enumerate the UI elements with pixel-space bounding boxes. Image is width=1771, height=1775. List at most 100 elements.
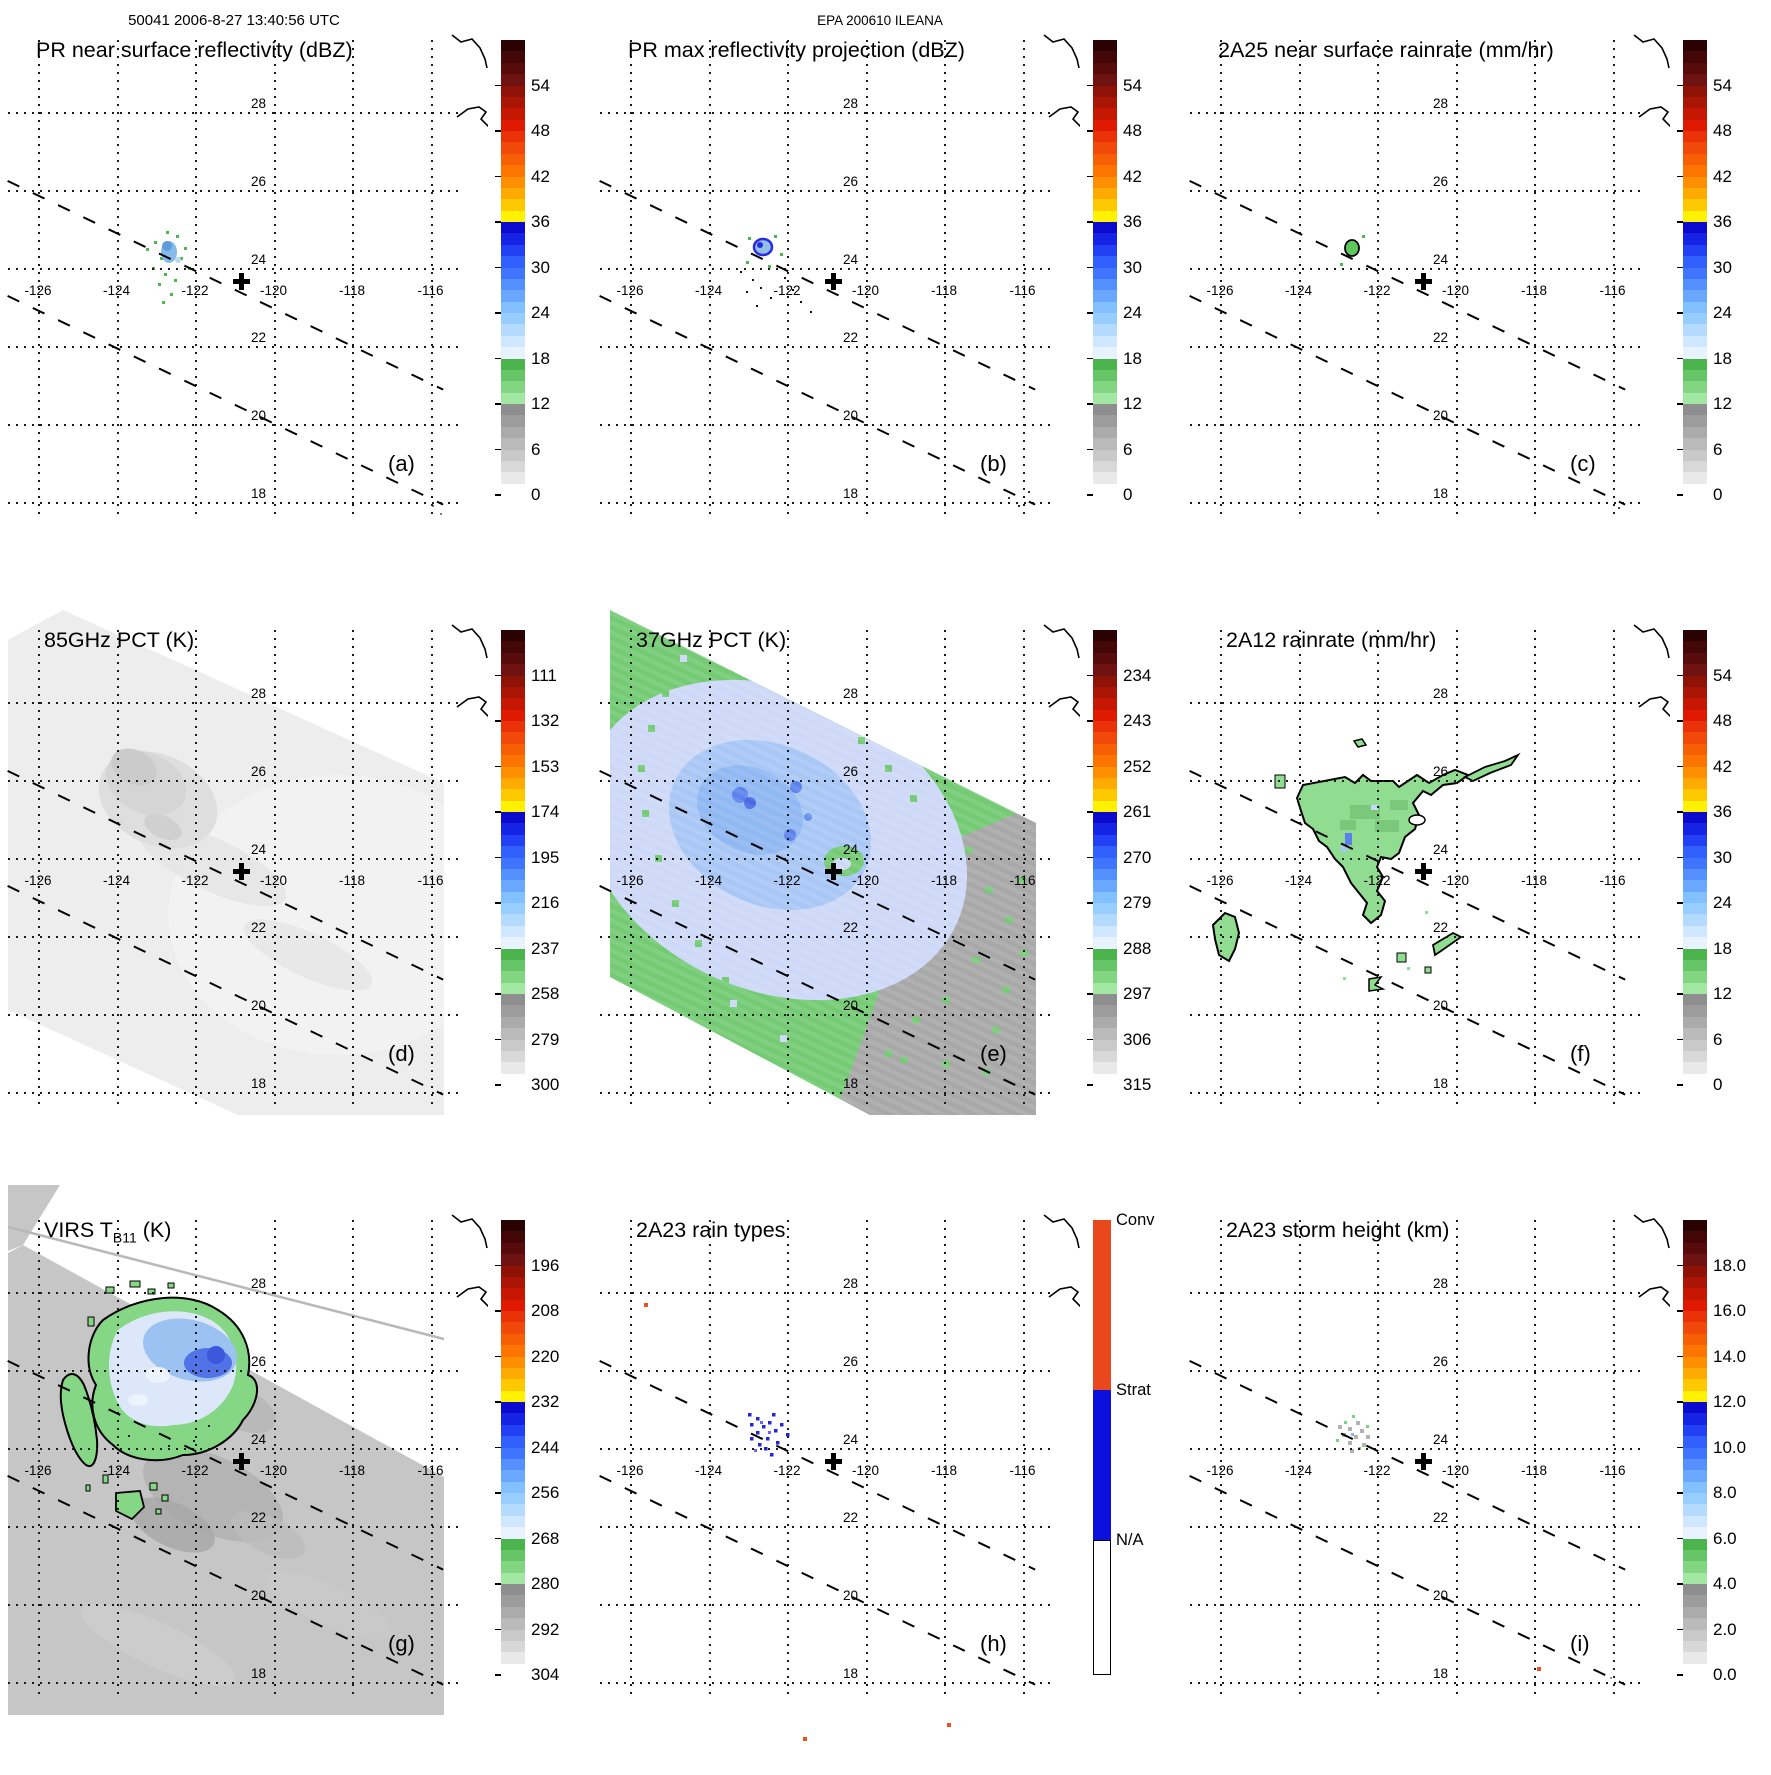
map-area-a: -126 -124 -122 -120 -118 -116 28 26 24 22 20 18 [7,5,598,595]
colorbar-segment [1093,222,1117,234]
colorbar-segment [1683,415,1707,428]
lon-gridline [1220,1220,1222,1700]
colorbar-segment [501,1028,525,1040]
lon-label: -122 [773,283,801,298]
colorbar-tick-label: 2.0 [1713,1619,1737,1639]
colorbar-segment [1683,1424,1707,1437]
coastline-icon [456,106,488,128]
colorbar-segment [1093,880,1117,893]
lat-label: 26 [1432,764,1448,779]
colorbar-segment [1683,971,1707,984]
coastline-icon [451,1214,488,1249]
colorbar-segment [1093,1062,1117,1075]
colorbar-tick-label: 195 [531,847,560,867]
panel-letter: (b) [980,451,1007,476]
lat-label: 28 [842,1276,858,1291]
lat-label: 20 [842,998,858,1013]
colorbar-i [1683,1220,1707,1676]
lon-label: -118 [338,1463,366,1478]
lon-gridline [1612,40,1615,520]
colorbar-segment [1683,675,1707,688]
colorbar-tick-label: 304 [531,1665,560,1684]
lat-label: 24 [250,252,266,267]
colorbar-tick [495,856,501,858]
lon-gridline [630,1220,632,1700]
colorbar-segment [501,1629,525,1642]
colorbar-segment [1093,210,1117,223]
colorbar-segment [501,290,525,303]
lon-label: -116 [1599,873,1626,888]
lon-gridline [352,40,354,520]
colorbar-tick-label: 174 [531,802,560,821]
colorbar-segment [1093,925,1117,938]
lon-label: -122 [1363,873,1391,888]
panel-title: PR near surface reflectivity (dBZ) [36,38,353,62]
colorbar-segment [501,392,525,405]
lon-gridline [1298,1220,1301,1700]
colorbar-tick-label: 0 [531,485,541,504]
colorbar-segment [1093,937,1117,949]
colorbar-tick-label: 10.0 [1713,1437,1747,1457]
colorbar-tick-label: 261 [1123,802,1152,821]
colorbar-segment [1683,812,1707,824]
colorbar-segment [501,982,525,995]
colorbar-segment [501,51,525,64]
colorbar-segment [1683,96,1707,109]
colorbar-tick [1677,993,1683,995]
lat-gridline [600,702,1052,704]
colorbar-segment [1683,1493,1707,1505]
colorbar-tick-label: 232 [531,1392,560,1411]
colorbar-tick-label: 208 [531,1301,560,1320]
colorbar-e [1093,630,1117,1086]
colorbar-segment [501,1447,525,1460]
colorbar-segment [1683,267,1707,280]
colorbar-tick [1087,175,1093,177]
colorbar-segment [1683,199,1707,212]
colorbar-tick [1677,221,1683,223]
colorbar-segment [501,630,525,642]
colorbar-tick [495,84,501,86]
colorbar-segment [501,641,525,654]
panel-letter: (d) [388,1041,415,1066]
colorbar-segment [501,1481,525,1494]
colorbar-segment [1683,256,1707,268]
colorbar-tick [1087,448,1093,450]
colorbar-tick [495,221,501,223]
map-area-f: -126 -124 -122 -120 -118 -116 28 26 24 22 20 18 [1189,595,1771,1185]
lat-label: 18 [842,1666,858,1681]
colorbar-segment [1093,948,1117,961]
lon-gridline [430,630,433,1110]
colorbar-tick [1677,1401,1683,1403]
colorbar-segment [1093,40,1117,52]
lon-gridline [195,630,197,1110]
colorbar-segment [501,324,525,337]
colorbar-tick [495,494,501,496]
lat-label: 26 [250,174,266,189]
colorbar-segment [501,1527,525,1539]
colorbar-segment [1683,1299,1707,1312]
colorbar-tick-label: 30 [1713,847,1732,867]
colorbar-segment [1683,1333,1707,1346]
colorbar-segment [1683,472,1707,485]
lat-label: 20 [250,1588,266,1603]
colorbar-tick [1677,902,1683,904]
colorbar-tick [495,1084,501,1086]
colorbar-tick [1087,84,1093,86]
colorbar-segment [1683,347,1707,359]
lat-label: 20 [1432,408,1448,423]
colorbar-tick-label: 30 [1713,257,1732,277]
colorbar-tick [1087,811,1093,813]
colorbar-segment [1683,1447,1707,1460]
colorbar-segment [1093,426,1117,439]
colorbar-segment [501,755,525,767]
colorbar-segment [501,721,525,733]
colorbar-segment [501,1538,525,1551]
colorbar-tick [1087,221,1093,223]
storm-center-marker [233,273,250,290]
colorbar-tick [495,1264,501,1266]
colorbar-segment [1683,108,1707,121]
colorbar-segment [1093,131,1117,143]
colorbar-tick-label: 18 [1713,938,1732,958]
lat-gridline [600,1604,1052,1606]
colorbar-tick-label: 12 [1123,394,1142,413]
